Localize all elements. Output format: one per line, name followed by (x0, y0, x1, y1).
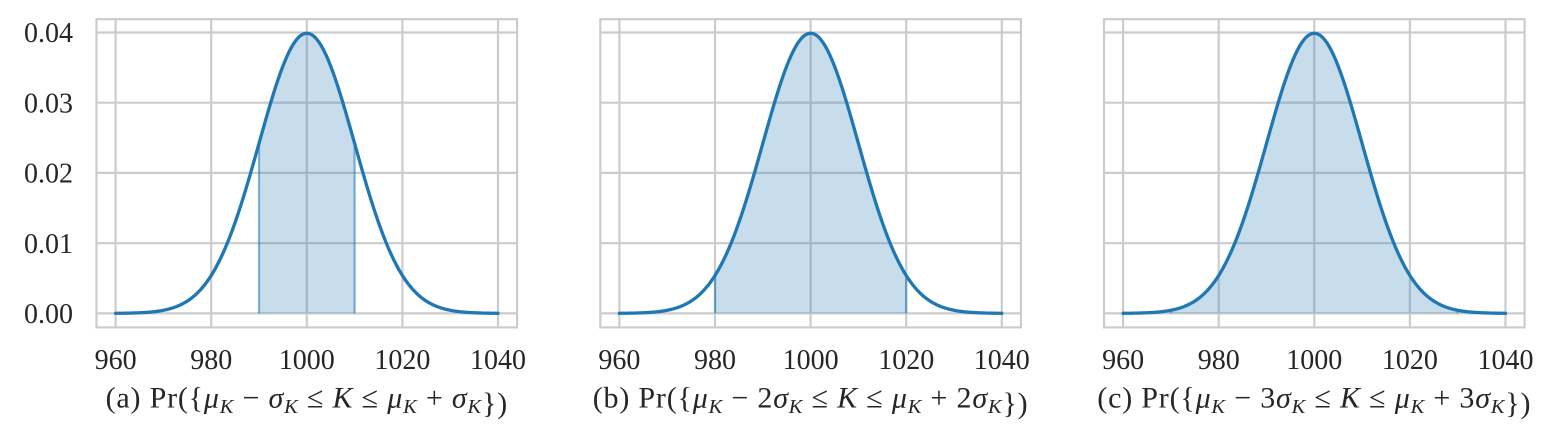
svg-text:980: 980 (694, 345, 736, 376)
svg-text:(b) Pr({μK − 2σK ≤ K ≤ μK + 2σ: (b) Pr({μK − 2σK ≤ K ≤ μK + 2σK}) (593, 382, 1029, 421)
svg-text:0.02: 0.02 (24, 159, 73, 190)
svg-text:0.04: 0.04 (24, 18, 73, 49)
svg-text:1040: 1040 (974, 345, 1030, 376)
svg-text:1020: 1020 (878, 345, 934, 376)
svg-text:(c) Pr({μK − 3σK ≤ K ≤ μK + 3σ: (c) Pr({μK − 3σK ≤ K ≤ μK + 3σK}) (1097, 382, 1531, 421)
svg-text:1040: 1040 (1478, 345, 1534, 376)
svg-text:0.03: 0.03 (24, 88, 73, 119)
svg-text:0.01: 0.01 (24, 229, 73, 260)
svg-text:960: 960 (598, 345, 640, 376)
svg-text:1020: 1020 (374, 345, 430, 376)
svg-text:1020: 1020 (1382, 345, 1438, 376)
svg-text:1000: 1000 (279, 345, 335, 376)
svg-text:980: 980 (1198, 345, 1240, 376)
svg-text:1000: 1000 (783, 345, 839, 376)
svg-text:1040: 1040 (470, 345, 526, 376)
svg-text:0.00: 0.00 (24, 299, 73, 330)
svg-text:1000: 1000 (1286, 345, 1342, 376)
svg-text:960: 960 (95, 345, 137, 376)
svg-text:(a) Pr({μK − σK ≤ K ≤ μK + σK}: (a) Pr({μK − σK ≤ K ≤ μK + σK}) (106, 382, 508, 421)
svg-text:980: 980 (190, 345, 232, 376)
svg-text:960: 960 (1102, 345, 1144, 376)
